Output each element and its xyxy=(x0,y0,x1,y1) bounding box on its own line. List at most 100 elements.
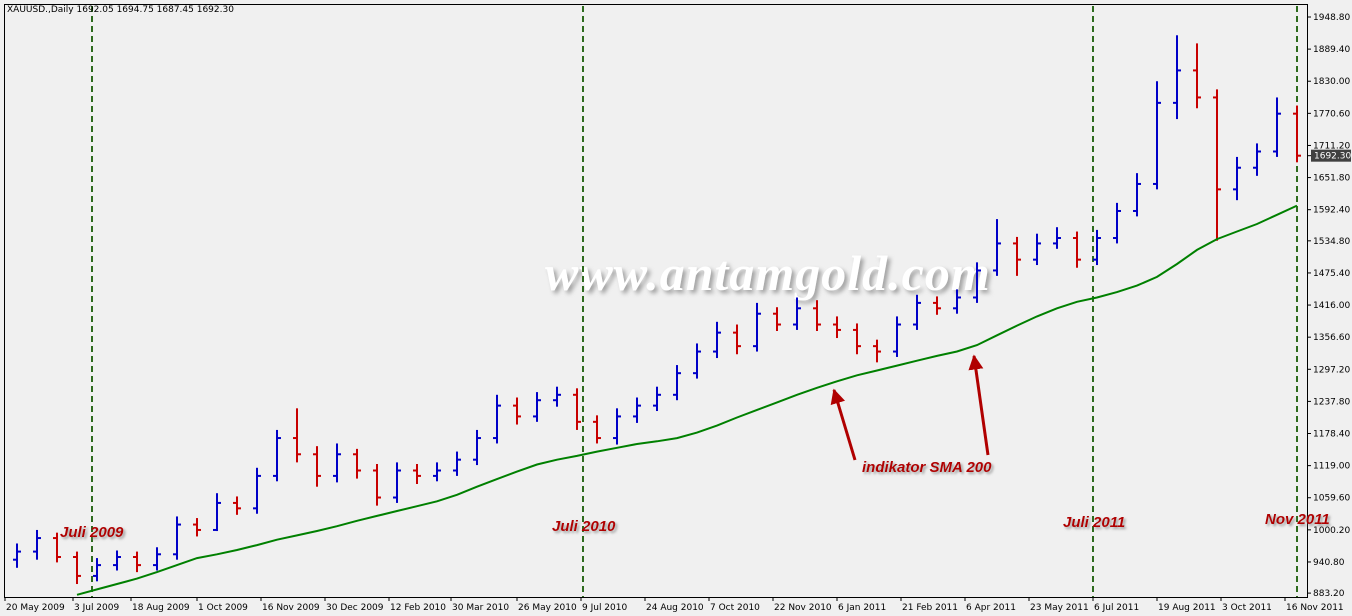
y-tick-label: 1534.80 xyxy=(1313,237,1350,247)
x-tick-label: 6 Jan 2011 xyxy=(838,603,886,613)
ohlc-bar xyxy=(1093,229,1101,266)
x-tick-label: 3 Jul 2009 xyxy=(74,603,119,613)
annotation: Juli 2010 xyxy=(552,518,616,535)
ohlc-bar xyxy=(413,464,421,485)
x-tick-label: 9 Jul 2010 xyxy=(582,603,627,613)
y-tick-label: 1356.60 xyxy=(1313,333,1350,343)
annotation: indikator SMA 200 xyxy=(862,459,992,476)
ohlc-bar xyxy=(573,388,581,430)
x-tick-label: 18 Aug 2009 xyxy=(132,603,190,613)
ohlc-bar xyxy=(553,386,561,407)
ohlc-bar xyxy=(1153,81,1161,190)
ohlc-bar xyxy=(913,294,921,330)
ohlc-bar xyxy=(993,219,1001,276)
ohlc-bar xyxy=(633,397,641,423)
ohlc-bar xyxy=(1213,89,1221,241)
x-tick-label: 16 Nov 2009 xyxy=(262,603,320,613)
plot-frame xyxy=(4,4,1308,598)
ohlc-bar xyxy=(193,518,201,537)
ohlc-bar xyxy=(73,551,81,585)
y-tick-label: 1651.80 xyxy=(1313,174,1350,184)
ohlc-bar xyxy=(753,302,761,352)
y-tick-label: 1711.20 xyxy=(1313,141,1350,151)
y-tick-label: 1592.40 xyxy=(1313,206,1350,216)
ohlc-bar xyxy=(233,496,241,515)
current-price-label: 1692.30 xyxy=(1314,152,1351,162)
x-tick-label: 21 Feb 2011 xyxy=(902,603,958,613)
y-tick-label: 1889.40 xyxy=(1313,45,1350,55)
y-tick-label: 940.80 xyxy=(1313,558,1345,568)
ohlc-bar xyxy=(1293,105,1301,163)
ohlc-bar xyxy=(433,462,441,482)
ohlc-bar xyxy=(253,467,261,514)
ohlc-bar xyxy=(1233,156,1241,201)
ohlc-bar xyxy=(473,429,481,466)
arrow xyxy=(830,388,857,461)
ohlc-bar xyxy=(133,551,141,573)
ohlc-bar xyxy=(333,443,341,483)
y-tick-label: 1178.40 xyxy=(1313,430,1350,440)
ohlc-bar xyxy=(313,446,321,487)
annotation: Juli 2011 xyxy=(1063,514,1125,531)
watermark: www.antamgold.com xyxy=(545,245,991,301)
ohlc-bar xyxy=(853,323,861,355)
x-tick-label: 1 Oct 2009 xyxy=(198,603,248,613)
ohlc-bar xyxy=(213,493,221,532)
ohlc-bar xyxy=(733,324,741,355)
ohlc-bar xyxy=(1113,202,1121,244)
y-tick-label: 1237.80 xyxy=(1313,397,1350,407)
x-tick-label: 6 Jul 2011 xyxy=(1094,603,1139,613)
plot xyxy=(13,35,1301,596)
ohlc-bar xyxy=(173,516,181,560)
markers xyxy=(91,6,1298,597)
x-tick-label: 20 May 2009 xyxy=(6,603,65,613)
ohlc-bar xyxy=(1273,97,1281,157)
ohlc-bar xyxy=(33,529,41,560)
ohlc-bar xyxy=(273,429,281,482)
ohlc-bar xyxy=(593,415,601,444)
ohlc-bar xyxy=(893,316,901,357)
sma-line xyxy=(76,204,1298,596)
x-tick-label: 22 Nov 2010 xyxy=(774,603,832,613)
y-tick-label: 1830.00 xyxy=(1313,77,1350,87)
x-tick-label: 3 Oct 2011 xyxy=(1222,603,1272,613)
y-tick-label: 1475.40 xyxy=(1313,269,1350,279)
ohlc-bar xyxy=(1173,35,1181,120)
ohlc-bar xyxy=(1013,236,1021,276)
ohlc-bar xyxy=(1053,227,1061,249)
ohlc-bar xyxy=(773,307,781,332)
arrow xyxy=(968,354,990,456)
x-tick-label: 30 Dec 2009 xyxy=(326,603,384,613)
y-tick-label: 1948.80 xyxy=(1313,13,1350,23)
ohlc-bar xyxy=(1073,231,1081,268)
ohlc-bar xyxy=(53,532,61,563)
ohlc-bar xyxy=(813,300,821,332)
ohlc-bar xyxy=(973,262,981,303)
x-tick-label: 6 Apr 2011 xyxy=(966,603,1016,613)
ohlc-bar xyxy=(493,394,501,444)
x-tick-label: 30 Mar 2010 xyxy=(452,603,509,613)
ohlc-bar xyxy=(713,321,721,359)
ohlc-bar xyxy=(793,297,801,330)
y-tick-label: 1119.00 xyxy=(1313,462,1350,472)
x-tick-label: 7 Oct 2010 xyxy=(710,603,760,613)
ohlc-bar xyxy=(833,316,841,339)
y-tick-label: 1297.20 xyxy=(1313,365,1350,375)
annotation: Juli 2009 xyxy=(60,524,124,541)
annotation: Nov 2011 xyxy=(1265,511,1330,528)
x-tick-label: 26 May 2010 xyxy=(518,603,577,613)
ohlc-bar xyxy=(13,543,21,568)
y-tick-label: 883.20 xyxy=(1313,589,1345,599)
ohlc-bar xyxy=(513,397,521,425)
ohlc-bar xyxy=(693,343,701,379)
ohlc-bar xyxy=(93,558,101,582)
x-tick-label: 19 Aug 2011 xyxy=(1158,603,1216,613)
ohlc-bar xyxy=(113,550,121,571)
ohlc-bar xyxy=(1033,233,1041,266)
ohlc-bar xyxy=(293,408,301,463)
ohlc-bar xyxy=(953,289,961,314)
x-tick-label: 16 Nov 2011 xyxy=(1286,603,1344,613)
ohlc-bar xyxy=(453,451,461,476)
y-tick-label: 1416.00 xyxy=(1313,301,1350,311)
